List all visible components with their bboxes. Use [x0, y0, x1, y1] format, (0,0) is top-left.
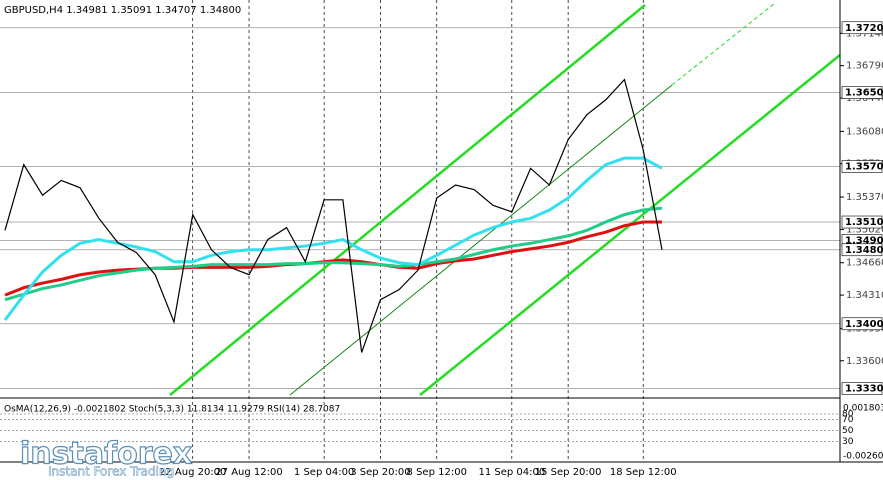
level-box: [841, 86, 883, 99]
y-tick-label: 1.33600: [846, 356, 883, 367]
series-line: [4, 78, 663, 353]
y-tick-label: 1.36790: [846, 61, 883, 72]
channel-upper: [169, 4, 646, 396]
level-label: 1.34900: [845, 236, 883, 247]
osc-bottom-label: -0.002608: [843, 452, 883, 462]
level-label: 1.34800: [845, 245, 883, 256]
level-label: 1.35100: [845, 217, 883, 228]
osc-level-label: 70: [842, 415, 854, 425]
series-line: [4, 206, 663, 302]
x-tick-label: 15 Sep 20:00: [535, 467, 602, 478]
osc-level-label: 50: [842, 426, 854, 436]
level-label: 1.33300: [845, 384, 883, 395]
watermark-brand: instaforex: [20, 437, 192, 472]
level-label: 1.36500: [845, 88, 883, 99]
series-line: [3, 156, 663, 321]
osc-level-label: 80: [842, 410, 854, 420]
x-tick-label: 11 Sep 04:00: [478, 467, 545, 478]
channel-projection: [671, 2, 776, 86]
level-box: [841, 21, 883, 35]
y-tick-label: 1.35370: [846, 192, 883, 203]
level-box: [841, 382, 883, 395]
y-tick-label: 1.34310: [846, 290, 883, 301]
level-box: [841, 317, 883, 331]
level-label: 1.37200: [845, 23, 883, 34]
watermark-tagline: Instant Forex Trading: [48, 465, 174, 479]
x-tick-label: 1 Sep 04:00: [294, 467, 354, 478]
level-box: [841, 160, 883, 173]
oscillator-label: OsMA(12,26,9) -0.0021802 Stoch(5,3,3) 11…: [4, 405, 340, 415]
chart-title: GBPUSD,H4 1.34981 1.35091 1.34707 1.3480…: [4, 5, 241, 16]
osc-level-label: 30: [842, 437, 854, 447]
level-label: 1.35700: [845, 162, 883, 173]
y-tick-label: 1.36080: [846, 126, 883, 137]
x-tick-label: 27 Aug 12:00: [215, 467, 282, 478]
y-tick-label: 1.34660: [846, 258, 883, 269]
series-line: [4, 220, 662, 297]
x-tick-label: 22 Aug 20:00: [159, 467, 226, 478]
y-tick-label: 1.35020: [846, 224, 883, 235]
level-label: 1.34000: [845, 319, 883, 330]
x-tick-label: 3 Sep 20:00: [350, 467, 410, 478]
osc-top-label: 0.001803: [843, 404, 883, 414]
level-box: [841, 215, 883, 229]
x-tick-label: 8 Sep 12:00: [407, 467, 467, 478]
channel-mid: [289, 84, 673, 396]
x-tick-label: 18 Sep 12:00: [610, 467, 677, 478]
level-box: [841, 243, 883, 257]
